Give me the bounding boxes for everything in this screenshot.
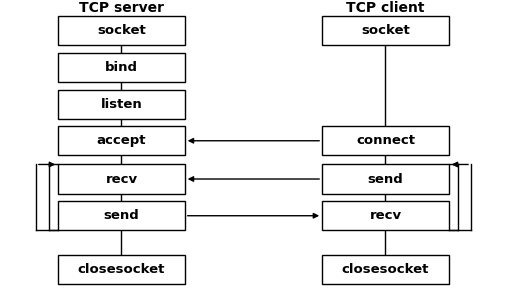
Bar (322, 201, 449, 230)
Text: socket: socket (97, 24, 146, 37)
Bar (58, 89, 185, 118)
Text: recv: recv (370, 209, 401, 222)
Text: connect: connect (356, 134, 415, 147)
Text: recv: recv (106, 173, 137, 185)
Bar (58, 165, 185, 194)
Text: closesocket: closesocket (342, 263, 429, 276)
Text: send: send (103, 209, 139, 222)
Text: bind: bind (105, 61, 138, 74)
Text: listen: listen (100, 98, 143, 110)
Text: closesocket: closesocket (78, 263, 165, 276)
Bar (58, 53, 185, 82)
Bar (322, 16, 449, 45)
Bar (322, 126, 449, 155)
Bar (58, 255, 185, 284)
Text: TCP server: TCP server (79, 1, 164, 15)
Text: socket: socket (361, 24, 410, 37)
Text: accept: accept (97, 134, 146, 147)
Bar (322, 165, 449, 194)
Bar (58, 201, 185, 230)
Text: send: send (367, 173, 403, 185)
Bar (58, 16, 185, 45)
Bar (322, 255, 449, 284)
Text: TCP client: TCP client (346, 1, 425, 15)
Bar (58, 126, 185, 155)
